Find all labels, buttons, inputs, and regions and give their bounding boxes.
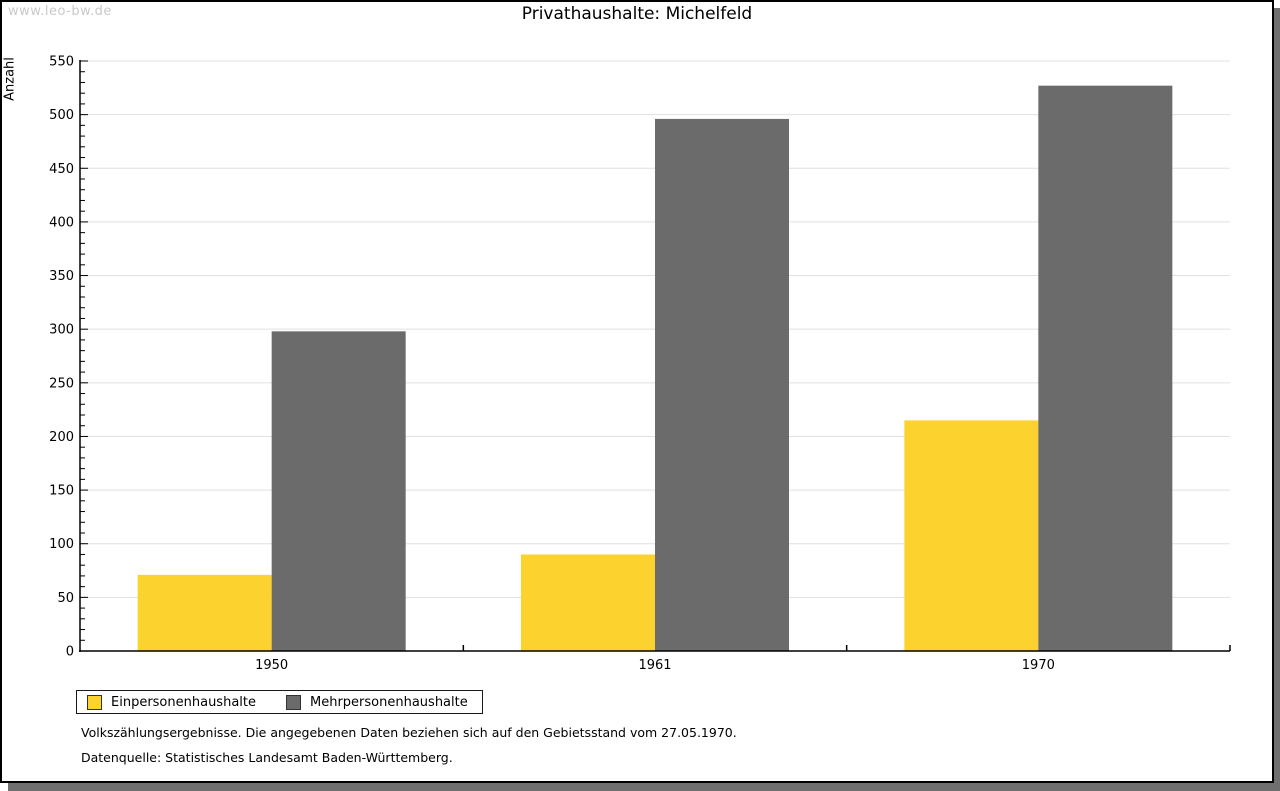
legend-item-mehrpersonenhaushalte: Mehrpersonenhaushalte <box>286 694 468 710</box>
x-tick-label: 1970 <box>1022 658 1055 673</box>
y-tick-label: 350 <box>49 269 74 284</box>
frame-shadow-right <box>1274 8 1280 791</box>
bar-mehrpersonenhaushalte-1961 <box>655 118 789 652</box>
bar-mehrpersonenhaushalte-1970 <box>1038 85 1173 651</box>
legend-item-einpersonenhaushalte: Einpersonenhaushalte <box>87 694 256 710</box>
y-tick-label: 50 <box>57 591 74 606</box>
y-tick-label: 150 <box>49 484 74 499</box>
legend: Einpersonenhaushalte Mehrpersonenhaushalt… <box>76 690 483 714</box>
y-tick-label: 550 <box>49 55 74 70</box>
y-tick-label: 450 <box>49 162 74 177</box>
bar-einpersonenhaushalte-1961 <box>521 554 655 651</box>
watermark: www.leo-bw.de <box>8 4 112 19</box>
legend-label: Einpersonenhaushalte <box>111 694 256 710</box>
footnote-source-note: Volkszählungsergebnisse. Die angegebenen… <box>81 725 737 740</box>
frame-shadow-bottom <box>8 783 1280 791</box>
x-tick-label: 1950 <box>255 658 288 673</box>
legend-swatch-icon <box>87 694 102 710</box>
y-tick-label: 100 <box>49 537 74 552</box>
x-tick-label: 1961 <box>638 658 671 673</box>
y-tick-label: 250 <box>49 376 74 391</box>
bar-einpersonenhaushalte-1950 <box>137 574 272 651</box>
y-tick-label: 500 <box>49 108 74 123</box>
bar-mehrpersonenhaushalte-1950 <box>271 331 406 651</box>
chart-title: Privathaushalte: Michelfeld <box>521 4 753 24</box>
bar-einpersonenhaushalte-1970 <box>904 420 1039 651</box>
legend-label: Mehrpersonenhaushalte <box>310 694 468 710</box>
y-tick-label: 200 <box>49 430 74 445</box>
footnote-data-source: Datenquelle: Statistisches Landesamt Bad… <box>81 750 453 765</box>
y-tick-label: 400 <box>49 215 74 230</box>
y-tick-label: 300 <box>49 323 74 338</box>
legend-swatch-icon <box>286 694 301 710</box>
y-tick-label: 0 <box>66 645 74 660</box>
